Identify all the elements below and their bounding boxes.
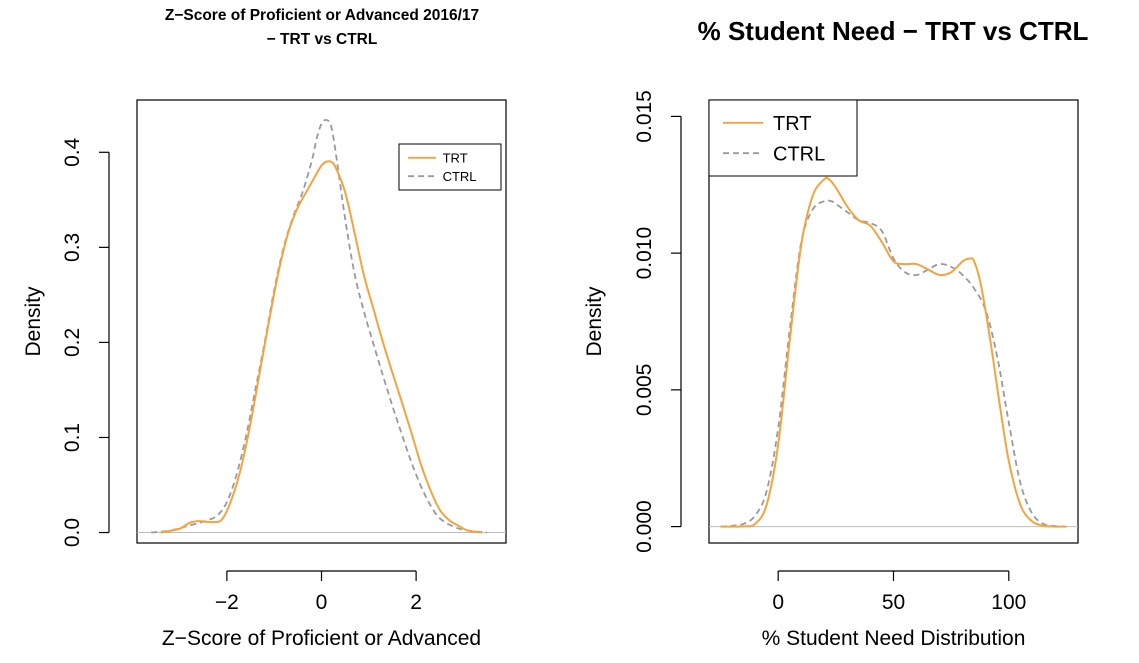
x-tick-label: 100: [991, 591, 1026, 614]
student-need-density-panel: % Student Need − TRT vs CTRL 0 50 100 0.000 0…: [583, 16, 1088, 650]
y-tick-label: 0.1: [61, 423, 84, 452]
zscore-density-panel: Z−Score of Proficient or Advanced 2016/1…: [22, 7, 507, 650]
legend-label-ctrl: CTRL: [773, 143, 825, 165]
y-tick-label: 0.4: [61, 137, 84, 167]
x-axis-label: Z−Score of Proficient or Advanced: [162, 627, 481, 650]
legend-label-trt: TRT: [773, 113, 812, 135]
y-tick-label: 0.005: [633, 364, 656, 417]
x-tick-label: 0: [316, 591, 328, 614]
legend: TRT CTRL: [398, 143, 502, 191]
legend-box: [708, 99, 858, 177]
y-axis-label: Density: [22, 286, 45, 357]
x-tick-label: −2: [215, 591, 239, 614]
ctrl-density-line: [151, 119, 488, 534]
x-tick-label: 50: [882, 591, 905, 614]
y-tick-label: 0.3: [61, 233, 84, 262]
legend: TRT CTRL: [708, 99, 858, 177]
chart-title-line-1: % Student Need − TRT vs CTRL: [698, 16, 1089, 46]
y-tick-label: 0.2: [61, 328, 84, 357]
chart-title-line-1: Z−Score of Proficient or Advanced 2016/1…: [165, 7, 479, 24]
plot-frame: [136, 99, 507, 544]
x-axis-label: % Student Need Distribution: [762, 627, 1026, 650]
y-tick-label: 0.0: [61, 518, 84, 547]
legend-box: [398, 143, 502, 191]
y-axis-label: Density: [583, 286, 606, 357]
y-tick-label: 0.015: [633, 90, 656, 143]
ctrl-density-line: [720, 199, 1067, 528]
trt-density-line: [160, 160, 483, 534]
x-tick-label: 0: [772, 591, 784, 614]
legend-label-trt: TRT: [443, 150, 468, 165]
y-tick-label: 0.000: [633, 500, 656, 553]
x-tick-label: 2: [410, 591, 422, 614]
trt-density-line: [720, 176, 1067, 528]
plot-frame: [708, 99, 1079, 544]
chart-title-line-2: − TRT vs CTRL: [267, 31, 378, 48]
y-tick-label: 0.010: [633, 227, 656, 280]
legend-label-ctrl: CTRL: [443, 169, 477, 184]
